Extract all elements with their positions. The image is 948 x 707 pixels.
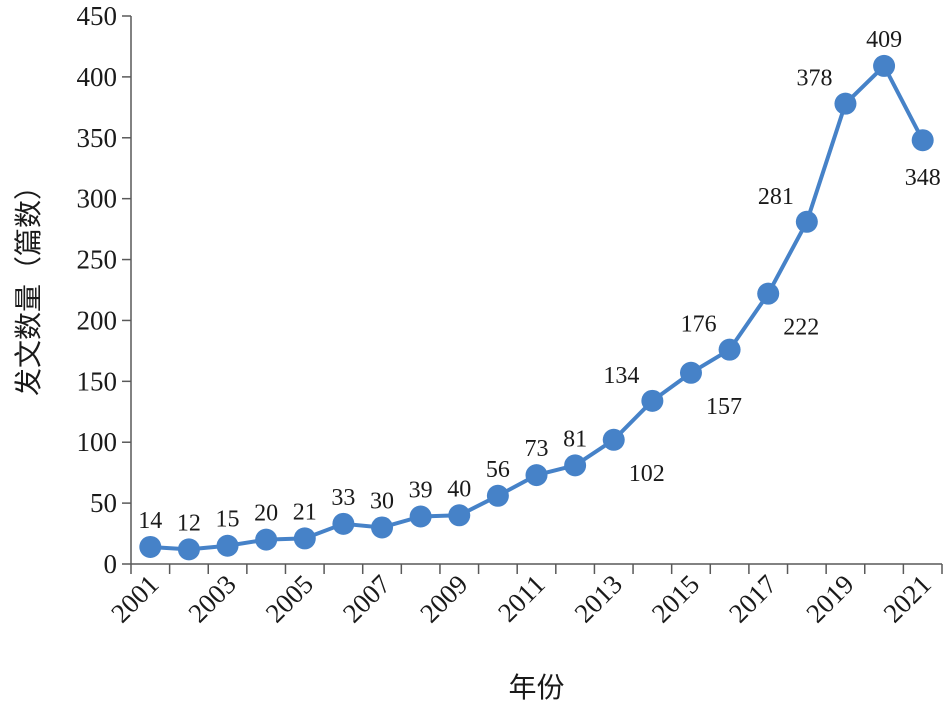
data-point <box>873 54 896 77</box>
y-tick-label: 150 <box>77 366 118 396</box>
data-point <box>139 535 162 558</box>
y-tick-label: 200 <box>77 305 118 335</box>
data-point <box>679 361 702 384</box>
data-label: 81 <box>563 426 587 452</box>
data-label: 40 <box>447 476 471 502</box>
data-label: 102 <box>629 461 665 487</box>
data-label: 281 <box>758 184 794 210</box>
data-label: 33 <box>331 485 355 511</box>
x-tick-label: 2011 <box>492 569 551 628</box>
data-point <box>602 428 625 451</box>
x-tick-label: 2019 <box>800 569 859 628</box>
data-label: 21 <box>293 499 317 525</box>
data-label: 12 <box>177 510 201 536</box>
data-point <box>911 129 934 152</box>
data-point <box>757 282 780 305</box>
y-tick-label: 50 <box>90 488 117 518</box>
data-label: 20 <box>254 501 278 527</box>
y-tick-label: 450 <box>77 1 118 31</box>
data-label: 176 <box>681 312 717 338</box>
data-points <box>139 54 934 561</box>
y-tick-label: 0 <box>104 549 118 579</box>
data-label: 14 <box>138 508 162 534</box>
data-label: 378 <box>796 66 832 92</box>
data-label: 222 <box>783 315 819 341</box>
x-axis-ticks: 2001 2003 2005 2007 2009 2011 2013 2015 2017 2019… <box>105 564 943 628</box>
data-point <box>795 210 818 233</box>
x-tick-label: 2021 <box>878 569 937 628</box>
x-tick-label: 2005 <box>260 569 319 628</box>
data-point <box>564 454 587 477</box>
data-point <box>834 92 857 115</box>
x-tick-label: 2007 <box>337 569 396 628</box>
data-point <box>525 464 548 487</box>
data-label: 157 <box>706 394 742 420</box>
data-label: 39 <box>409 478 433 504</box>
data-point <box>409 505 432 528</box>
data-label: 134 <box>603 363 639 389</box>
data-label: 56 <box>486 457 510 483</box>
y-tick-label: 400 <box>77 62 118 92</box>
data-point <box>448 504 471 527</box>
x-tick-label: 2017 <box>723 569 782 628</box>
y-tick-label: 250 <box>77 245 118 275</box>
data-point <box>293 527 316 550</box>
y-tick-label: 350 <box>77 123 118 153</box>
data-label: 409 <box>866 27 902 53</box>
x-tick-label: 2015 <box>646 569 705 628</box>
data-point <box>486 484 509 507</box>
data-label: 73 <box>525 436 549 462</box>
y-tick-label: 300 <box>77 184 118 214</box>
data-point <box>216 534 239 557</box>
data-label: 30 <box>370 488 394 514</box>
x-tick-label: 2013 <box>569 569 628 628</box>
data-labels: 14 12 15 20 21 33 30 39 40 56 73 81 102 134 157 176 222 2… <box>138 27 940 536</box>
x-axis-title: 年份 <box>508 671 564 704</box>
data-label: 348 <box>905 165 941 191</box>
data-point <box>255 528 278 551</box>
y-axis-title: 发文数量（篇数） <box>12 172 45 396</box>
data-point <box>332 512 355 535</box>
x-tick-label: 2003 <box>182 569 241 628</box>
x-tick-label: 2009 <box>414 569 473 628</box>
y-axis-ticks: 0 50 100 150 200 250 300 350 400 450 <box>77 1 131 579</box>
data-point <box>641 389 664 412</box>
data-point <box>177 538 200 561</box>
y-tick-label: 100 <box>77 427 118 457</box>
data-point <box>371 516 394 539</box>
data-label: 15 <box>216 507 240 533</box>
data-point <box>718 338 741 361</box>
